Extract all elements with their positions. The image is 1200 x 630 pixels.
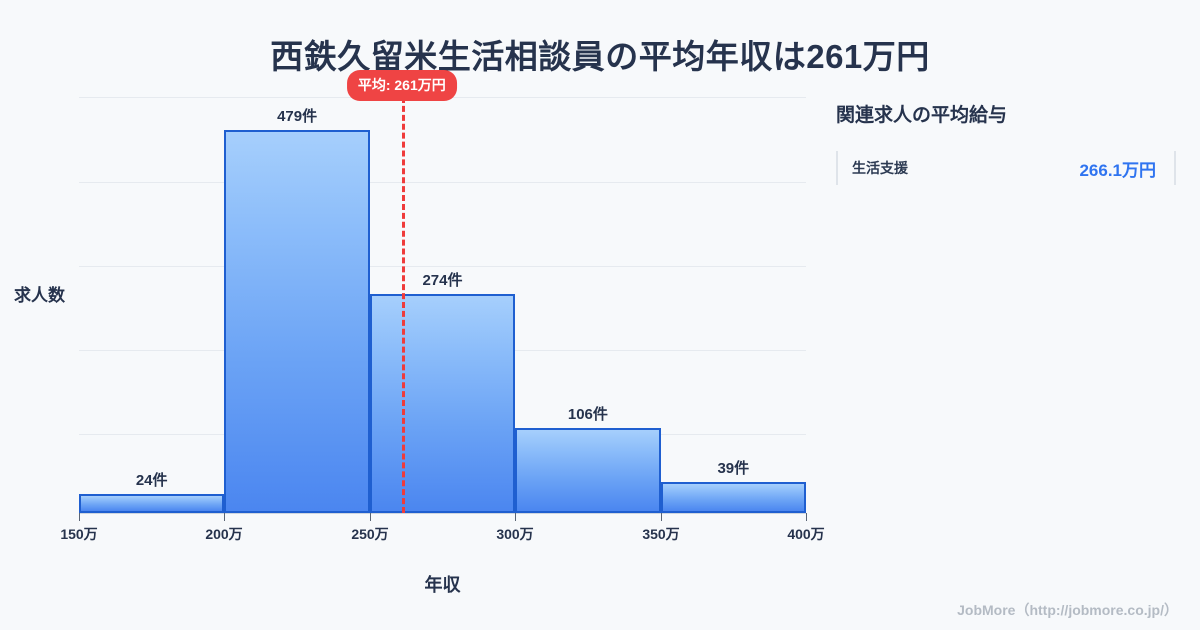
average-line [401, 97, 405, 513]
bar-value-label: 24件 [135, 472, 168, 489]
histogram-bar[interactable] [660, 482, 806, 513]
footer-credit: JobMore（http://jobmore.co.jp/） [957, 602, 1178, 618]
x-axis-tick-label: 350万 [642, 526, 680, 542]
plot-area: 24件 479件 274件 106件 39件 平均: 261万円 [79, 70, 806, 513]
x-axis-title: 年収 [424, 575, 461, 595]
related-salary-title: 関連求人の平均給与 [836, 105, 1008, 126]
bar-value-label: 479件 [277, 108, 318, 125]
x-axis-tick [806, 513, 807, 521]
histogram-bar[interactable] [79, 494, 225, 513]
histogram-bar[interactable] [224, 130, 370, 513]
x-axis-tick [661, 513, 662, 521]
x-axis-tick [515, 513, 516, 521]
bar-value-label: 274件 [422, 272, 463, 289]
x-axis-tick [79, 513, 80, 521]
x-axis-line [79, 513, 806, 514]
histogram-bar[interactable] [515, 428, 661, 513]
gridline [79, 182, 806, 183]
x-axis-tick-label: 250万 [351, 526, 389, 542]
x-axis-tick-label: 200万 [205, 526, 243, 542]
x-axis-tick-label: 400万 [787, 526, 825, 542]
bar-value-label: 39件 [717, 460, 750, 477]
salary-row-name: 生活支援 [852, 160, 908, 176]
histogram-bar[interactable] [369, 294, 516, 513]
x-axis-tick-label: 150万 [60, 526, 98, 542]
salary-row-value: 266.1万円 [1079, 160, 1156, 180]
x-axis-tick [224, 513, 225, 521]
average-badge: 平均: 261万円 [346, 70, 457, 101]
gridline [79, 266, 806, 267]
bar-value-label: 106件 [567, 406, 608, 423]
x-axis-tick-label: 300万 [496, 526, 534, 542]
y-axis-title: 求人数 [14, 286, 65, 305]
list-item[interactable]: 生活支援 266.1万円 [836, 151, 1176, 185]
related-salary-panel: 関連求人の平均給与 生活支援 266.1万円 [836, 100, 1176, 185]
page-title: 西鉄久留米生活相談員の平均年収は261万円 [270, 38, 930, 75]
x-axis-tick [370, 513, 371, 521]
